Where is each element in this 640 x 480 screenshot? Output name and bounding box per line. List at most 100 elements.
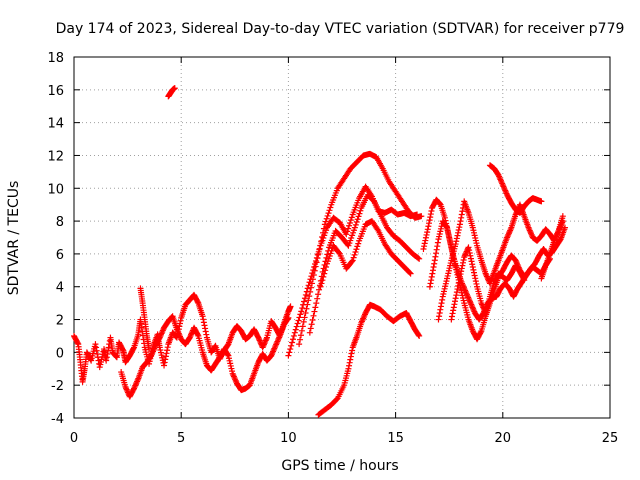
data-point (201, 322, 208, 329)
data-point (299, 323, 306, 330)
data-point (305, 297, 312, 304)
data-point (119, 346, 126, 353)
data-point (453, 289, 460, 296)
data-point (454, 232, 461, 239)
data-point (326, 207, 333, 214)
data-point (294, 320, 301, 327)
data-point (285, 314, 292, 321)
data-point (559, 218, 566, 225)
data-point (163, 350, 170, 357)
data-points (71, 85, 568, 418)
data-point (415, 332, 422, 339)
data-point (438, 300, 445, 307)
data-point (320, 229, 327, 236)
data-point (441, 214, 448, 221)
y-tick-label: 2 (56, 314, 64, 329)
data-point (299, 305, 306, 312)
data-point (415, 255, 422, 262)
data-point (199, 313, 206, 320)
data-point (104, 351, 111, 358)
data-point (316, 246, 323, 253)
data-point (313, 259, 320, 266)
data-point (346, 219, 353, 226)
data-point (130, 345, 137, 352)
data-point (298, 308, 305, 315)
data-point (302, 309, 309, 316)
data-point (346, 359, 353, 366)
data-point (345, 225, 352, 232)
plot-frame (73, 56, 611, 419)
data-point (456, 224, 463, 231)
data-point (429, 267, 436, 274)
data-point (298, 327, 305, 334)
data-point (314, 295, 321, 302)
data-point (452, 298, 459, 305)
y-tick-label: 16 (47, 84, 64, 99)
data-point (447, 238, 454, 245)
data-point (93, 347, 100, 354)
data-point (200, 319, 207, 326)
data-point (169, 313, 176, 320)
data-point (451, 301, 458, 308)
data-point (194, 298, 201, 305)
data-point (327, 204, 334, 211)
data-point (318, 238, 325, 245)
data-point (472, 278, 479, 285)
data-point (538, 198, 545, 205)
data-point (426, 217, 433, 224)
data-point (469, 264, 476, 271)
data-point (422, 234, 429, 241)
data-point (353, 246, 360, 253)
y-tick-label: 12 (47, 149, 64, 164)
data-point (455, 229, 462, 236)
data-point (453, 238, 460, 245)
data-point (194, 331, 201, 338)
data-point (309, 276, 316, 283)
y-tick-label: 4 (56, 281, 64, 296)
data-point (433, 246, 440, 253)
data-point (427, 214, 434, 221)
data-point (349, 257, 356, 264)
data-point (105, 344, 112, 351)
data-point (444, 224, 451, 231)
data-point (448, 316, 455, 323)
data-point (308, 284, 315, 291)
y-axis-label: SDTVAR / TECUs (6, 181, 22, 296)
y-tick-label: 10 (47, 182, 64, 197)
data-point (303, 305, 310, 312)
data-point (162, 353, 169, 360)
data-point (439, 296, 446, 303)
y-tick-label: 6 (56, 248, 64, 263)
data-point (308, 280, 315, 287)
data-point (317, 242, 324, 249)
data-point (458, 211, 465, 218)
data-point (224, 351, 231, 358)
data-point (424, 229, 431, 236)
data-point (421, 243, 428, 250)
data-point (146, 346, 153, 353)
x-tick-label: 25 (602, 431, 619, 446)
data-point (286, 349, 293, 356)
data-point (354, 216, 361, 223)
data-point (351, 251, 358, 258)
chart-title: Day 174 of 2023, Sidereal Day-to-day VTE… (56, 21, 625, 37)
data-point (355, 213, 362, 220)
data-point (445, 233, 452, 240)
x-tick-label: 10 (280, 431, 297, 446)
data-point (477, 329, 484, 336)
data-point (322, 267, 329, 274)
data-point (422, 237, 429, 244)
data-point (161, 359, 168, 366)
data-point (304, 301, 311, 308)
data-point (106, 337, 113, 344)
data-point (203, 331, 210, 338)
data-point (319, 277, 326, 284)
data-point (458, 268, 465, 275)
data-point (202, 328, 209, 335)
data-point (296, 314, 303, 321)
data-point (138, 324, 145, 331)
data-point (437, 306, 444, 313)
data-point (352, 249, 359, 256)
data-point (471, 272, 478, 279)
data-point (561, 224, 568, 231)
